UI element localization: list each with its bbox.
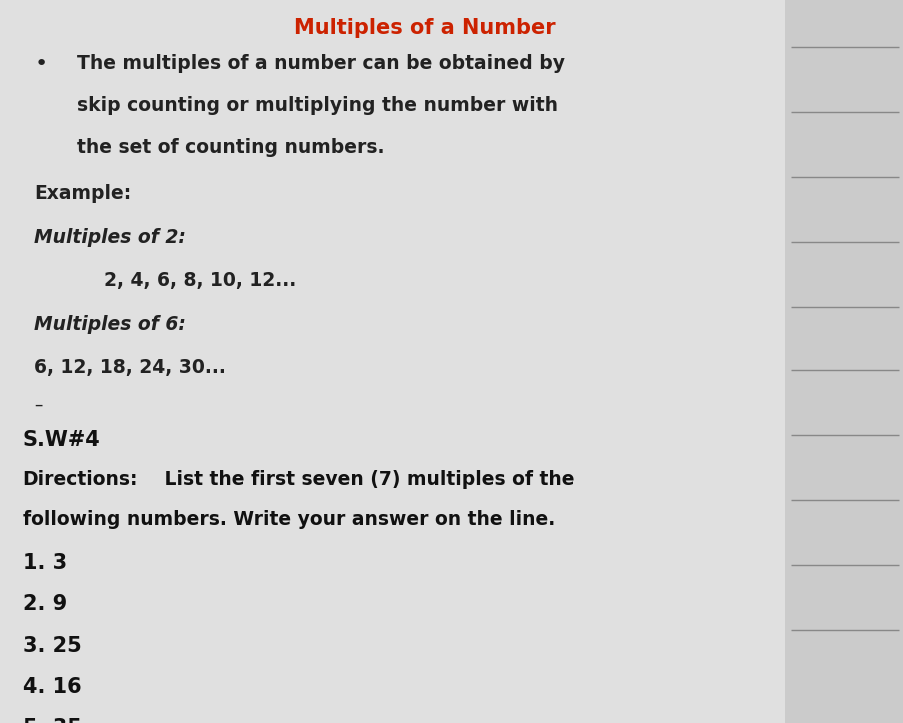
Text: 6, 12, 18, 24, 30...: 6, 12, 18, 24, 30... bbox=[34, 358, 226, 377]
Text: Multiples of 2:: Multiples of 2: bbox=[34, 228, 186, 247]
Text: The multiples of a number can be obtained by: The multiples of a number can be obtaine… bbox=[77, 54, 564, 73]
Text: 1. 3: 1. 3 bbox=[23, 553, 67, 573]
Text: Directions:: Directions: bbox=[23, 470, 138, 489]
Text: following numbers. Write your answer on the line.: following numbers. Write your answer on … bbox=[23, 510, 554, 529]
Text: 5. 35: 5. 35 bbox=[23, 718, 81, 723]
Text: the set of counting numbers.: the set of counting numbers. bbox=[77, 138, 384, 157]
Text: •: • bbox=[34, 54, 48, 74]
Text: –: – bbox=[34, 395, 42, 414]
Text: skip counting or multiplying the number with: skip counting or multiplying the number … bbox=[77, 96, 557, 115]
Bar bbox=[784, 0, 903, 723]
Text: 2. 9: 2. 9 bbox=[23, 594, 67, 615]
Text: List the first seven (7) multiples of the: List the first seven (7) multiples of th… bbox=[158, 470, 574, 489]
Text: Example:: Example: bbox=[34, 184, 132, 203]
Text: 3. 25: 3. 25 bbox=[23, 636, 81, 656]
Text: S.W#4: S.W#4 bbox=[23, 430, 100, 450]
Text: Multiples of a Number: Multiples of a Number bbox=[293, 18, 555, 38]
Text: Multiples of 6:: Multiples of 6: bbox=[34, 315, 186, 333]
Text: 4. 16: 4. 16 bbox=[23, 677, 81, 697]
Text: 2, 4, 6, 8, 10, 12...: 2, 4, 6, 8, 10, 12... bbox=[104, 271, 296, 290]
